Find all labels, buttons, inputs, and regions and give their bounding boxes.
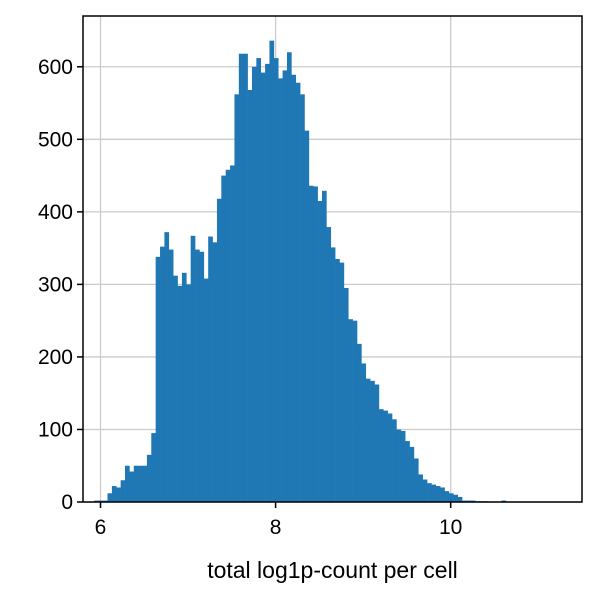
histogram-bar — [120, 480, 126, 502]
histogram-bar — [383, 410, 388, 502]
histogram-bar — [352, 320, 358, 502]
histogram-bar — [300, 94, 305, 502]
histogram-bar — [190, 235, 196, 502]
histogram-bar — [129, 471, 135, 502]
histogram-bar — [278, 78, 283, 503]
histogram-bar — [251, 66, 257, 502]
histogram-bar — [370, 380, 375, 502]
x-tick-label: 8 — [270, 516, 282, 539]
histogram-bar — [453, 494, 458, 502]
histogram-bar — [186, 284, 191, 502]
y-tick-label: 500 — [38, 128, 73, 151]
histogram-bar — [230, 165, 235, 502]
histogram-bar — [405, 441, 410, 502]
histogram-bar — [221, 175, 226, 502]
histogram-bar — [427, 483, 432, 502]
plot-border — [82, 15, 583, 503]
histogram-bar — [208, 236, 213, 502]
histogram-bar — [125, 465, 130, 502]
histogram-bar — [361, 363, 367, 502]
histogram-bar — [418, 474, 423, 502]
histogram-bar — [138, 465, 143, 502]
histogram-bar — [326, 227, 332, 502]
y-tick-label: 200 — [38, 346, 73, 369]
histogram-bar — [203, 278, 209, 502]
histogram-bar — [295, 82, 301, 503]
histogram-bar — [313, 186, 318, 502]
histogram-bar — [409, 446, 415, 502]
histogram-bar — [321, 190, 327, 502]
axes-frame — [82, 15, 583, 503]
histogram-bar — [216, 198, 222, 502]
histogram-bar — [286, 52, 292, 503]
histogram-bar — [133, 465, 139, 502]
histogram-bar — [457, 496, 463, 502]
histogram-bar — [435, 486, 441, 502]
histogram-bar — [116, 487, 121, 502]
histogram-bar — [343, 288, 349, 502]
histogram-bar — [431, 484, 437, 502]
histogram-bar — [339, 262, 345, 502]
x-tick-label: 10 — [439, 516, 462, 539]
y-tick-label: 300 — [38, 273, 73, 296]
histogram-bar — [212, 242, 218, 503]
histogram-bar — [396, 429, 402, 502]
histogram-bar — [160, 246, 165, 502]
histogram-bar — [173, 275, 178, 502]
histogram-bar — [107, 493, 113, 502]
histogram-bar — [291, 74, 297, 503]
histogram-bar — [365, 378, 371, 502]
y-tick-label: 400 — [38, 201, 73, 224]
histogram-bar — [308, 185, 314, 503]
histogram-bar — [330, 247, 336, 502]
histogram-bar — [164, 232, 170, 502]
axis-ticks: 0 100 200 300 400 500 600 6 8 10 — [38, 56, 462, 539]
histogram-bar — [422, 479, 428, 502]
histogram-bar — [413, 458, 419, 502]
histogram-bar — [317, 200, 323, 502]
histogram-bar — [199, 251, 205, 502]
histogram-bar — [181, 272, 187, 502]
histogram-bar — [260, 72, 266, 502]
histogram-bar — [155, 256, 161, 502]
histogram-bar — [146, 454, 152, 502]
histogram-bar — [400, 430, 406, 502]
histogram-bar — [111, 486, 117, 502]
histogram-bar — [168, 249, 174, 502]
histogram-bar — [247, 89, 253, 502]
histogram-bar — [265, 63, 270, 502]
histogram-bar — [348, 319, 353, 502]
histogram-bar — [392, 419, 397, 502]
histogram-bar — [256, 58, 262, 502]
histogram-bar — [225, 169, 231, 502]
histogram-bar — [243, 53, 248, 503]
histogram-bar — [142, 465, 148, 502]
histogram-bar — [282, 70, 288, 502]
histogram-bar — [448, 493, 454, 502]
x-tick-label: 6 — [95, 516, 107, 539]
histogram-bar — [195, 249, 200, 502]
histogram-bar — [440, 487, 445, 502]
histogram-bar — [151, 433, 156, 502]
y-tick-label: 600 — [38, 56, 73, 79]
histogram-bars — [94, 40, 507, 503]
histogram-bar — [387, 413, 393, 502]
histogram-bar — [374, 384, 380, 502]
histogram-bar — [378, 409, 384, 502]
y-tick-label: 0 — [61, 491, 73, 514]
histogram-bar — [444, 491, 450, 502]
histogram-bar — [357, 343, 362, 502]
histogram-bar — [234, 94, 240, 502]
histogram-bar — [335, 259, 340, 502]
histogram-bar — [269, 40, 275, 502]
histogram-bar — [273, 58, 279, 502]
x-axis-label: total log1p-count per cell — [207, 557, 458, 583]
histogram-bar — [238, 53, 244, 503]
histogram-bar — [177, 285, 183, 502]
histogram-bar — [304, 130, 310, 502]
y-tick-label: 100 — [38, 418, 73, 441]
